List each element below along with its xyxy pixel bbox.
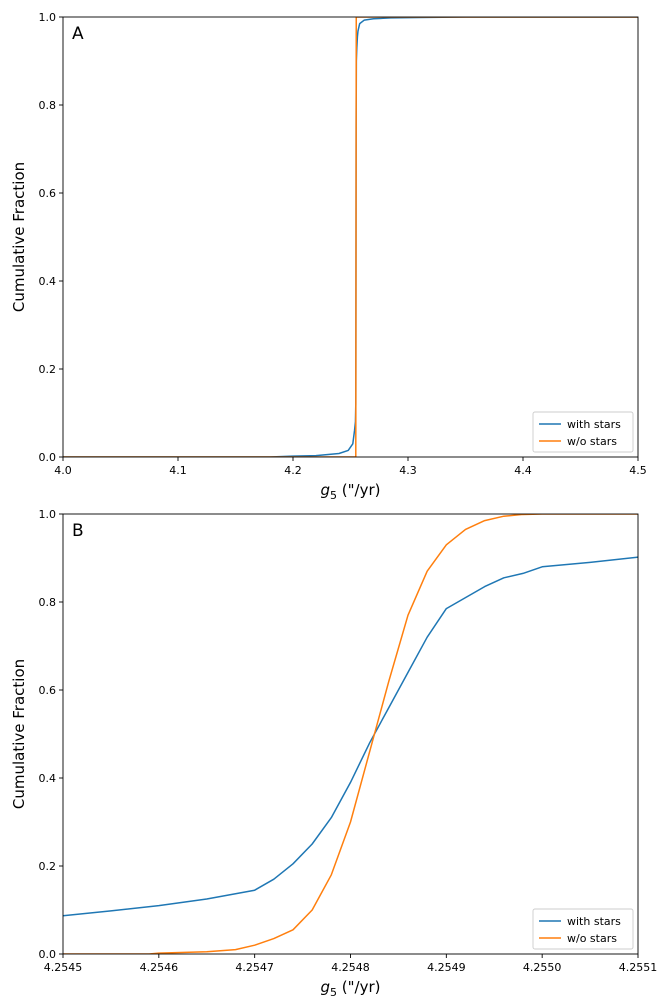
series-line-w-o-stars	[63, 514, 638, 954]
x-tick-label: 4.2545	[44, 961, 83, 974]
x-axis-label-unit: ("/yr)	[337, 978, 380, 996]
y-tick-label: 0.6	[39, 187, 57, 200]
y-tick-label: 1.0	[39, 508, 57, 521]
x-tick-label: 4.2551	[619, 961, 658, 974]
legend: with stars w/o stars	[532, 411, 634, 453]
y-tick-label: 0.2	[39, 363, 57, 376]
y-tick-label: 0.8	[39, 596, 57, 609]
x-tick-label: 4.4	[514, 464, 532, 477]
x-axis-label-symbol: g	[320, 481, 330, 499]
x-tick-label: 4.2550	[523, 961, 562, 974]
x-tick-label: 4.3	[399, 464, 417, 477]
x-axis-label-subscript: 5	[330, 489, 337, 502]
plot-frame	[62, 16, 639, 458]
legend-box	[532, 411, 634, 453]
y-tick-label: 0.2	[39, 860, 57, 873]
plot-background	[63, 17, 638, 457]
panel-label: A	[72, 24, 84, 44]
y-tick-label: 0.6	[39, 684, 57, 697]
series-group	[63, 514, 638, 954]
plot-background	[63, 514, 638, 954]
legend-label-with-stars: with stars	[567, 915, 621, 928]
y-axis-label: Cumulative Fraction	[10, 659, 28, 809]
series-line-w-o-stars	[63, 17, 638, 457]
x-tick-label: 4.2549	[427, 961, 466, 974]
panel-b: 4.2545 4.2546 4.2547 4.2548 4.2549 4.2550 4.25…	[10, 508, 657, 999]
x-tick-label: 4.2	[284, 464, 302, 477]
series-group	[63, 17, 638, 457]
x-tick-label: 4.1	[169, 464, 187, 477]
panel-label: B	[72, 521, 84, 541]
y-tick-label: 0.0	[39, 948, 57, 961]
y-tick-label: 1.0	[39, 11, 57, 24]
y-tick-label: 0.8	[39, 99, 57, 112]
legend-box	[532, 908, 634, 950]
y-tick-label: 0.4	[39, 275, 57, 288]
x-axis-label: g5 ("/yr)	[320, 978, 380, 999]
legend-label-w-o-stars: w/o stars	[567, 435, 617, 448]
x-axis-label-unit: ("/yr)	[337, 481, 380, 499]
panel-a: 4.0 4.1 4.2 4.3 4.4 4.5 0.0 0.2 0.4 0.6 0.8 1.0 g5 (…	[10, 11, 647, 502]
x-axis-label-subscript: 5	[330, 986, 337, 999]
legend-label-with-stars: with stars	[567, 418, 621, 431]
x-tick-label: 4.2547	[235, 961, 274, 974]
legend: with stars w/o stars	[532, 908, 634, 950]
y-axis-label: Cumulative Fraction	[10, 162, 28, 312]
y-tick-label: 0.0	[39, 451, 57, 464]
legend-label-w-o-stars: w/o stars	[567, 932, 617, 945]
x-tick-label: 4.2546	[140, 961, 179, 974]
series-line-with-stars	[63, 556, 638, 917]
x-tick-label: 4.5	[629, 464, 647, 477]
x-tick-label: 4.0	[54, 464, 72, 477]
x-axis-label: g5 ("/yr)	[320, 481, 380, 502]
x-tick-label: 4.2548	[331, 961, 370, 974]
x-axis-label-symbol: g	[320, 978, 330, 996]
y-tick-label: 0.4	[39, 772, 57, 785]
